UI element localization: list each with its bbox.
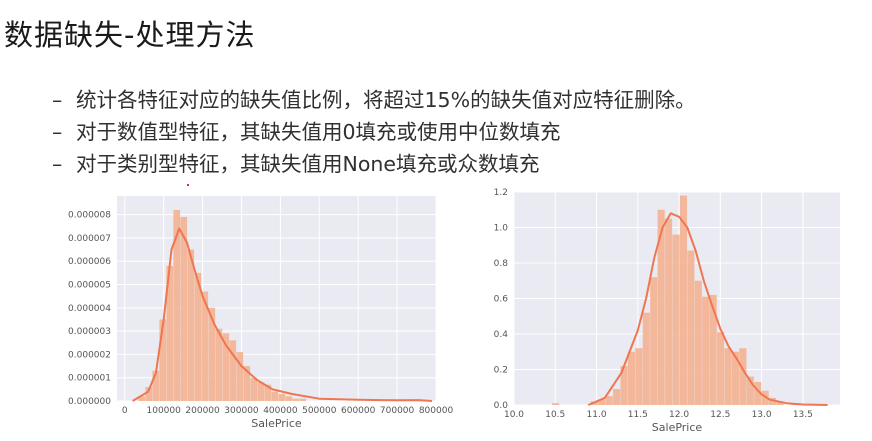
histogram-bar	[635, 348, 642, 405]
x-tick-label: 11.5	[628, 410, 648, 420]
x-tick-label: 10.0	[504, 410, 524, 420]
x-tick-label: 13.5	[793, 410, 813, 420]
histogram-bar	[672, 235, 679, 405]
y-tick-label: 1.2	[494, 188, 508, 198]
histogram-bar	[606, 396, 613, 405]
histogram-bar	[628, 352, 635, 405]
y-tick-label: 0.4	[494, 330, 509, 340]
y-tick-label: 0.6	[494, 295, 509, 305]
histogram-bar	[687, 251, 694, 405]
histogram-bar	[717, 332, 724, 405]
y-tick-label: 0.8	[494, 259, 509, 269]
histogram-bar	[552, 403, 559, 405]
x-tick-label: 11.0	[587, 410, 607, 420]
x-tick-label: 12.0	[669, 410, 689, 420]
histogram-bar	[650, 277, 657, 405]
x-axis-label: SalePrice	[652, 421, 703, 434]
y-tick-label: 0.2	[494, 366, 508, 376]
x-tick-label: 13.0	[752, 410, 772, 420]
x-tick-label: 10.5	[545, 410, 565, 420]
histogram-bar	[695, 281, 702, 405]
histogram-bar	[643, 313, 650, 405]
histogram-bar	[739, 348, 746, 405]
histogram-bar	[613, 389, 620, 405]
y-tick-label: 1.0	[494, 224, 509, 234]
histogram-bar	[702, 297, 709, 405]
x-tick-label: 12.5	[710, 410, 730, 420]
histogram-bar	[724, 348, 731, 405]
histogram-bar	[665, 219, 672, 405]
